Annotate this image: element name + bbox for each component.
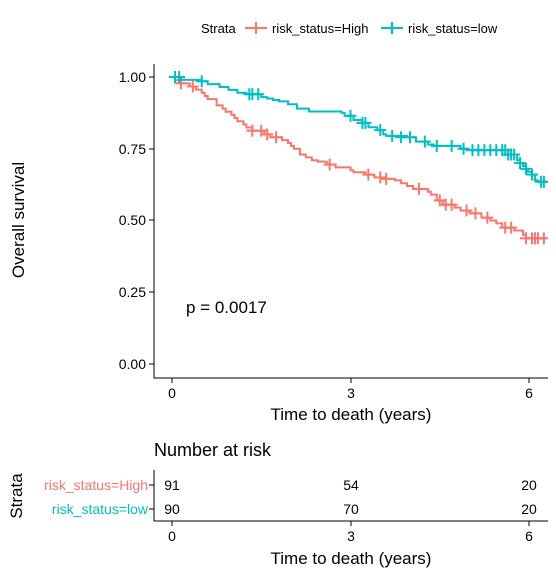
x-axis-label: Time to death (years) (271, 405, 432, 424)
risk-row-label-low: risk_status=low (52, 501, 149, 517)
risk-count-high-t3: 54 (343, 477, 359, 493)
risk-count-low-t3: 70 (343, 501, 359, 517)
censor-mark-high (460, 204, 473, 217)
censor-mark-low (252, 88, 265, 101)
risk-table-title: Number at risk (154, 440, 272, 460)
legend: Strata risk_status=High risk_status=low (201, 21, 498, 36)
censor-mark-low (457, 142, 470, 155)
censor-mark-low (386, 129, 399, 142)
censor-mark-high (445, 198, 458, 211)
legend-label-low: risk_status=low (408, 21, 498, 36)
censor-mark-low (537, 175, 548, 188)
risk-row-label-high: risk_status=High (44, 477, 148, 493)
risk-count-low-t6: 20 (521, 501, 537, 517)
censor-mark-high (380, 172, 393, 185)
censor-mark-high (323, 158, 336, 171)
x-tick-label: 3 (347, 385, 355, 401)
censor-mark-low (344, 109, 357, 122)
survival-curve-low (172, 76, 547, 183)
y-axis: 1.00 0.75 0.50 0.25 0.00 (119, 69, 154, 372)
censor-mark-high (374, 171, 387, 184)
plot-area (168, 71, 548, 245)
censor-mark-low (173, 71, 186, 83)
x-axis: 0 3 6 (168, 378, 533, 401)
censor-mark-high (270, 131, 283, 144)
censor-mark-high (481, 211, 494, 224)
risk-x-axis-label: Time to death (years) (271, 549, 432, 568)
risk-count-low-t0: 90 (164, 501, 180, 517)
y-tick-label: 1.00 (119, 69, 146, 85)
censor-mark-high (186, 80, 199, 93)
risk-table: Number at risk Strata risk_status=High r… (7, 440, 548, 568)
risk-x-tick-label: 3 (347, 528, 355, 544)
censor-mark-low (525, 168, 538, 181)
censor-mark-high (362, 168, 375, 181)
risk-x-tick-label: 6 (525, 528, 533, 544)
censor-mark-low (508, 148, 521, 161)
legend-key-low (381, 22, 403, 34)
censor-mark-high (469, 207, 482, 220)
censor-mark-high (261, 128, 274, 141)
x-tick-label: 0 (168, 385, 176, 401)
risk-count-high-t0: 91 (164, 477, 180, 493)
risk-x-tick-label: 0 (168, 528, 176, 544)
x-tick-label: 6 (525, 385, 533, 401)
censor-mark-low (195, 75, 208, 88)
censor-mark-low (520, 162, 533, 175)
survival-curve-high (172, 76, 547, 240)
censor-mark-low (514, 157, 527, 170)
censor-mark-low (359, 116, 372, 129)
censor-mark-low (418, 135, 431, 148)
censor-mark-low (430, 139, 443, 152)
legend-title: Strata (201, 21, 236, 36)
y-tick-label: 0.75 (119, 141, 146, 157)
legend-label-high: risk_status=High (272, 21, 368, 36)
y-tick-label: 0.25 (119, 284, 146, 300)
censor-mark-low (374, 124, 387, 137)
censor-mark-low (445, 139, 458, 152)
censor-mark-high (537, 232, 548, 245)
legend-key-high (245, 22, 267, 34)
censor-mark-high (505, 221, 518, 234)
y-tick-label: 0.50 (119, 212, 146, 228)
risk-count-high-t6: 20 (521, 477, 537, 493)
p-value-annotation: p = 0.0017 (186, 298, 267, 317)
risk-table-y-label: Strata (7, 473, 26, 519)
y-axis-label: Overall survival (9, 162, 28, 278)
y-tick-label: 0.00 (119, 356, 146, 372)
censor-mark-high (412, 182, 425, 195)
censor-mark-low (404, 131, 416, 144)
